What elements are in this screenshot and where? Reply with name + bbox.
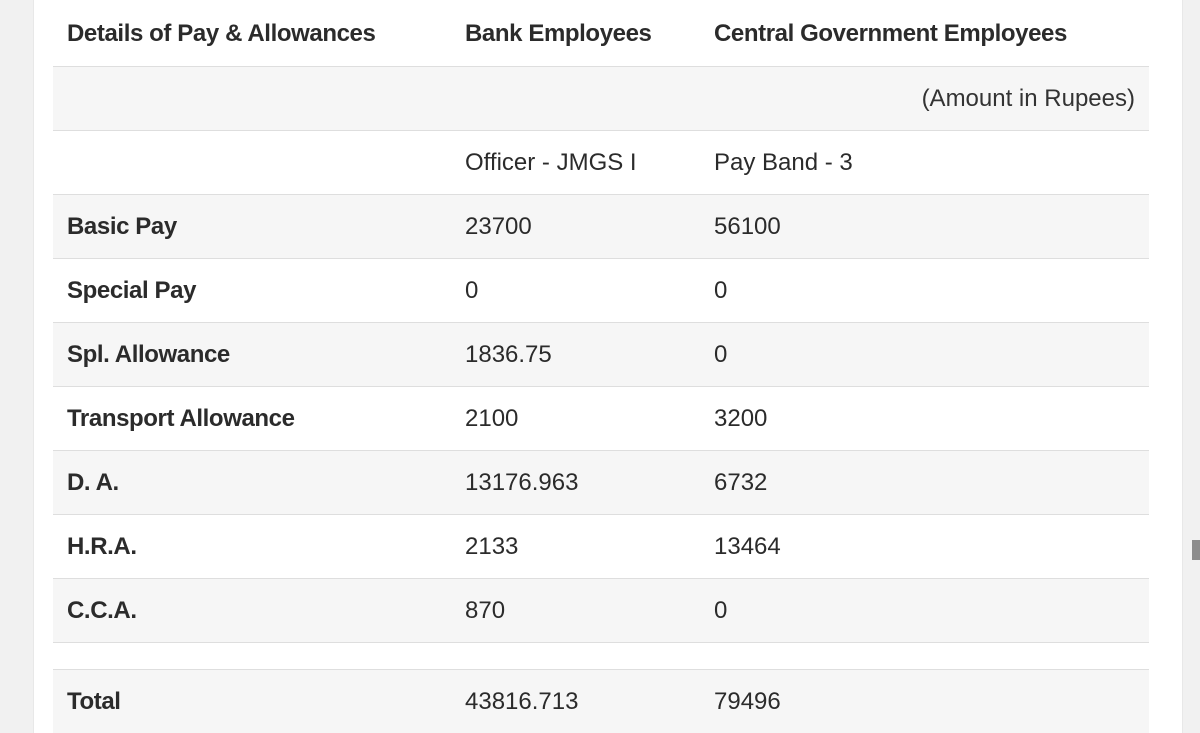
row-label: D. A. [67,468,119,496]
scrollbar-thumb[interactable] [1192,540,1200,560]
row-label: Transport Allowance [67,404,295,432]
header-details: Details of Pay & Allowances [67,20,376,47]
table-row: Basic Pay 23700 56100 [53,195,1149,259]
table-spacer-row [53,643,1149,670]
header-central-government-employees: Central Government Employees [714,20,1067,47]
central-value: 3200 [714,404,768,432]
unit-note: (Amount in Rupees) [921,84,1135,112]
table-row: C.C.A. 870 0 [53,579,1149,643]
unit-note-row: (Amount in Rupees) [53,67,1149,131]
grade-row: Officer - JMGS I Pay Band - 3 [53,131,1149,195]
bank-value: 2100 [465,404,519,432]
total-bank-value: 43816.713 [465,687,579,715]
central-value: 13464 [714,532,781,560]
central-value: 56100 [714,212,781,240]
bank-value: 23700 [465,212,532,240]
table-row: Transport Allowance 2100 3200 [53,387,1149,451]
bank-value: 1836.75 [465,340,552,368]
header-bank-employees: Bank Employees [465,20,652,47]
row-label: H.R.A. [67,532,137,560]
central-value: 0 [714,276,728,304]
bank-value: 2133 [465,532,519,560]
bank-value: 13176.963 [465,468,579,496]
central-value: 0 [714,596,728,624]
total-label: Total [67,687,121,715]
pay-comparison-card: Details of Pay & Allowances Bank Employe… [34,0,1182,733]
bank-value: 870 [465,596,506,624]
row-label: Special Pay [67,276,197,304]
row-label: Spl. Allowance [67,340,230,368]
table-row: Spl. Allowance 1836.75 0 [53,323,1149,387]
bank-value: 0 [465,276,479,304]
table-row: D. A. 13176.963 6732 [53,451,1149,515]
row-label: C.C.A. [67,596,137,624]
grade-central: Pay Band - 3 [714,148,853,176]
row-label: Basic Pay [67,212,177,240]
table-row: Special Pay 0 0 [53,259,1149,323]
table-header-row: Details of Pay & Allowances Bank Employe… [53,2,1149,67]
central-value: 0 [714,340,728,368]
total-central-value: 79496 [714,687,781,715]
central-value: 6732 [714,468,768,496]
total-row: Total 43816.713 79496 [53,670,1149,733]
table-row: H.R.A. 2133 13464 [53,515,1149,579]
grade-bank: Officer - JMGS I [465,148,637,176]
